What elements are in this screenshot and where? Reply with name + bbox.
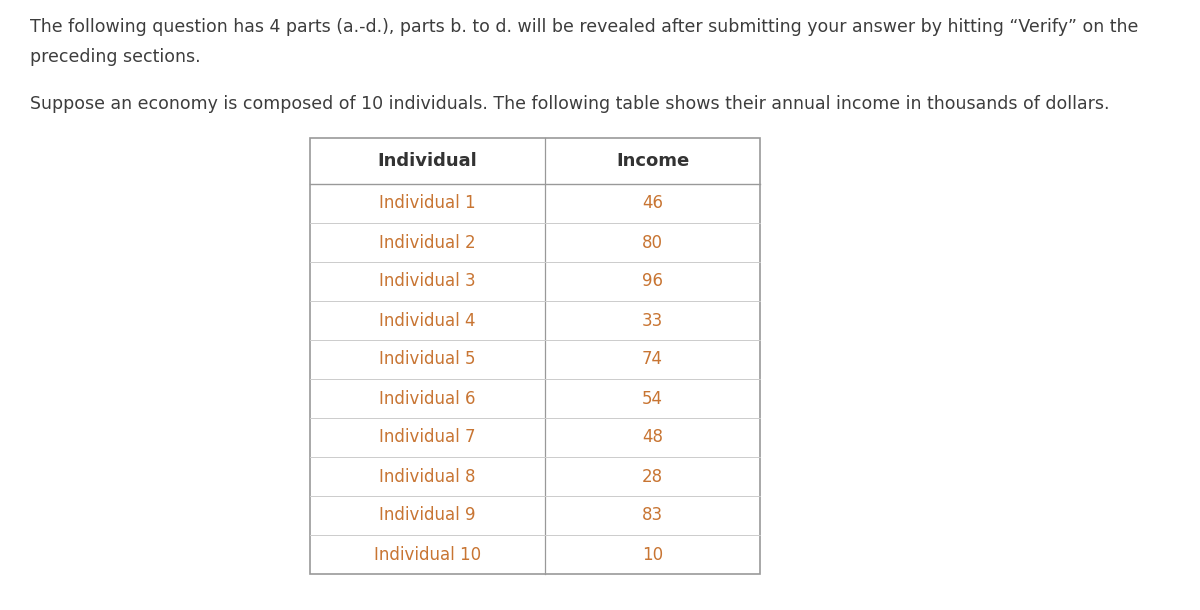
Text: Individual 8: Individual 8	[379, 467, 475, 486]
Text: 83: 83	[642, 506, 664, 525]
Bar	[310, 138, 760, 574]
Text: 54: 54	[642, 390, 662, 407]
Text: preceding sections.: preceding sections.	[30, 48, 200, 66]
Text: Income: Income	[616, 152, 689, 170]
Text: 46: 46	[642, 195, 662, 212]
Text: 96: 96	[642, 273, 662, 290]
Text: 48: 48	[642, 428, 662, 447]
Text: Individual 3: Individual 3	[379, 273, 476, 290]
Text: Individual 10: Individual 10	[374, 545, 481, 564]
Text: Individual 6: Individual 6	[379, 390, 475, 407]
Text: Individual 1: Individual 1	[379, 195, 476, 212]
Text: Suppose an economy is composed of 10 individuals. The following table shows thei: Suppose an economy is composed of 10 ind…	[30, 95, 1110, 113]
Text: Individual 9: Individual 9	[379, 506, 475, 525]
Text: Individual 7: Individual 7	[379, 428, 475, 447]
Text: 74: 74	[642, 351, 662, 368]
Text: Individual: Individual	[378, 152, 478, 170]
Text: 33: 33	[642, 312, 664, 329]
Text: Individual 2: Individual 2	[379, 234, 476, 251]
Text: Individual 5: Individual 5	[379, 351, 475, 368]
Text: Individual 4: Individual 4	[379, 312, 475, 329]
Text: 80: 80	[642, 234, 662, 251]
Text: 28: 28	[642, 467, 664, 486]
Text: 10: 10	[642, 545, 664, 564]
Text: The following question has 4 parts (a.-d.), parts b. to d. will be revealed afte: The following question has 4 parts (a.-d…	[30, 18, 1139, 36]
